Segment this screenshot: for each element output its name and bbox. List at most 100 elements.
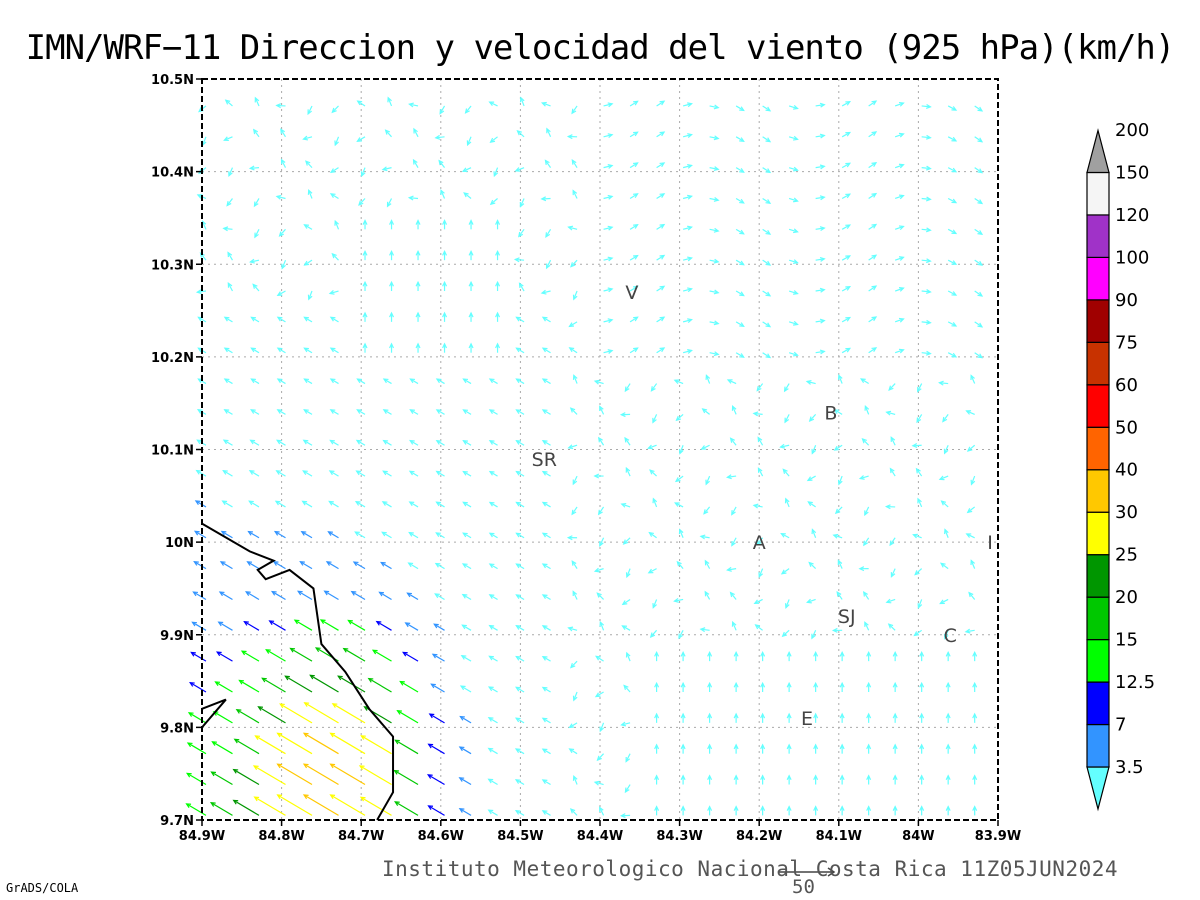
wind-vector xyxy=(864,621,870,631)
wind-vector xyxy=(921,103,932,109)
wind-vector xyxy=(815,349,826,355)
wind-vector xyxy=(249,439,260,446)
wind-vector xyxy=(278,228,286,237)
wind-vector xyxy=(707,681,713,692)
wind-vector xyxy=(815,287,826,293)
wind-vector xyxy=(680,712,686,723)
wind-vector xyxy=(246,561,260,570)
wind-vector xyxy=(334,136,340,147)
wind-vector xyxy=(488,470,498,477)
wind-vector xyxy=(541,594,551,600)
wind-vector xyxy=(567,225,578,231)
wind-vector xyxy=(885,598,896,604)
wind-vector xyxy=(275,103,286,109)
wind-vector xyxy=(541,625,551,631)
wind-vector xyxy=(680,650,686,662)
wind-vector xyxy=(329,347,339,354)
wind-vector xyxy=(381,531,392,539)
wind-vector xyxy=(945,650,951,662)
wind-vector xyxy=(629,223,639,230)
wind-vector xyxy=(894,132,905,138)
wind-vector xyxy=(427,743,445,755)
wind-vector xyxy=(303,347,313,354)
wind-vector xyxy=(784,497,790,508)
wind-vector xyxy=(442,280,448,292)
wind-vector xyxy=(253,796,286,816)
wind-vector xyxy=(272,561,286,570)
wind-vector xyxy=(682,287,693,293)
wind-vector xyxy=(974,197,984,205)
wind-vector xyxy=(439,105,446,115)
wind-vector xyxy=(966,506,976,514)
wind-vector xyxy=(488,409,498,415)
wind-vector xyxy=(788,105,799,110)
wind-vector xyxy=(240,650,260,662)
wind-vector xyxy=(892,805,898,816)
wind-vector xyxy=(603,133,614,139)
wind-vector xyxy=(487,809,498,816)
wind-vector xyxy=(462,470,472,477)
wind-vector xyxy=(540,196,551,202)
wind-vector xyxy=(735,136,745,142)
colorbar-label: 100 xyxy=(1115,247,1149,268)
wind-vector xyxy=(760,774,766,785)
wind-vector xyxy=(360,735,392,755)
wind-vector xyxy=(461,624,472,631)
wind-vector xyxy=(788,197,799,203)
wind-vector xyxy=(254,735,286,755)
wind-vector xyxy=(463,192,472,199)
wind-vector xyxy=(513,257,525,263)
wind-vector xyxy=(227,282,234,292)
wind-vector xyxy=(185,803,207,816)
wind-vector xyxy=(972,805,978,816)
wind-vector xyxy=(788,320,799,326)
wind-vector xyxy=(654,681,660,692)
wind-vector xyxy=(462,378,472,385)
wind-vector xyxy=(940,500,949,508)
wind-vector xyxy=(701,408,710,415)
y-axis-ticks: 9.7N 9.8N 9.9N 10N 10.1N 10.2N 10.3N 10.4N 10.5N xyxy=(151,73,202,829)
wind-vector xyxy=(541,532,551,539)
wind-vector xyxy=(309,674,339,693)
wind-vector xyxy=(519,96,525,107)
wind-vector xyxy=(393,769,419,786)
wind-vector xyxy=(709,227,720,233)
wind-vector xyxy=(889,467,896,477)
wind-vector xyxy=(919,805,925,816)
wind-vector xyxy=(408,470,419,477)
wind-vector xyxy=(250,378,260,385)
wind-vector xyxy=(261,677,286,693)
wind-vector xyxy=(868,100,878,107)
wind-vector xyxy=(806,475,816,482)
wind-vector xyxy=(415,280,421,292)
wind-vector xyxy=(864,506,870,517)
wind-vector xyxy=(625,753,631,763)
wind-vector xyxy=(488,101,498,107)
wind-vector xyxy=(972,650,978,662)
wind-vector xyxy=(680,774,686,785)
wind-vector xyxy=(707,712,713,723)
wind-vector xyxy=(569,808,578,816)
wind-vector xyxy=(786,650,792,662)
wind-vector xyxy=(222,439,233,446)
colorbar-label: 12.5 xyxy=(1115,672,1155,693)
wind-vector xyxy=(815,102,826,108)
wind-vector xyxy=(894,101,905,107)
wind-vector xyxy=(945,774,951,785)
wind-vector xyxy=(735,228,745,235)
wind-vector xyxy=(284,675,313,693)
wind-vector xyxy=(813,743,819,754)
wind-vector xyxy=(329,409,339,415)
wind-vector xyxy=(815,318,826,324)
city-label: A xyxy=(753,532,766,554)
wind-vector xyxy=(408,501,419,508)
wind-vector xyxy=(892,681,898,692)
wind-vector xyxy=(487,778,498,786)
wind-vector xyxy=(652,599,658,609)
wind-vector xyxy=(841,100,852,107)
wind-vector xyxy=(974,321,984,328)
wind-vector xyxy=(894,163,905,169)
wind-vector xyxy=(250,409,260,415)
wind-vector xyxy=(974,228,984,236)
wind-vector xyxy=(367,677,392,693)
